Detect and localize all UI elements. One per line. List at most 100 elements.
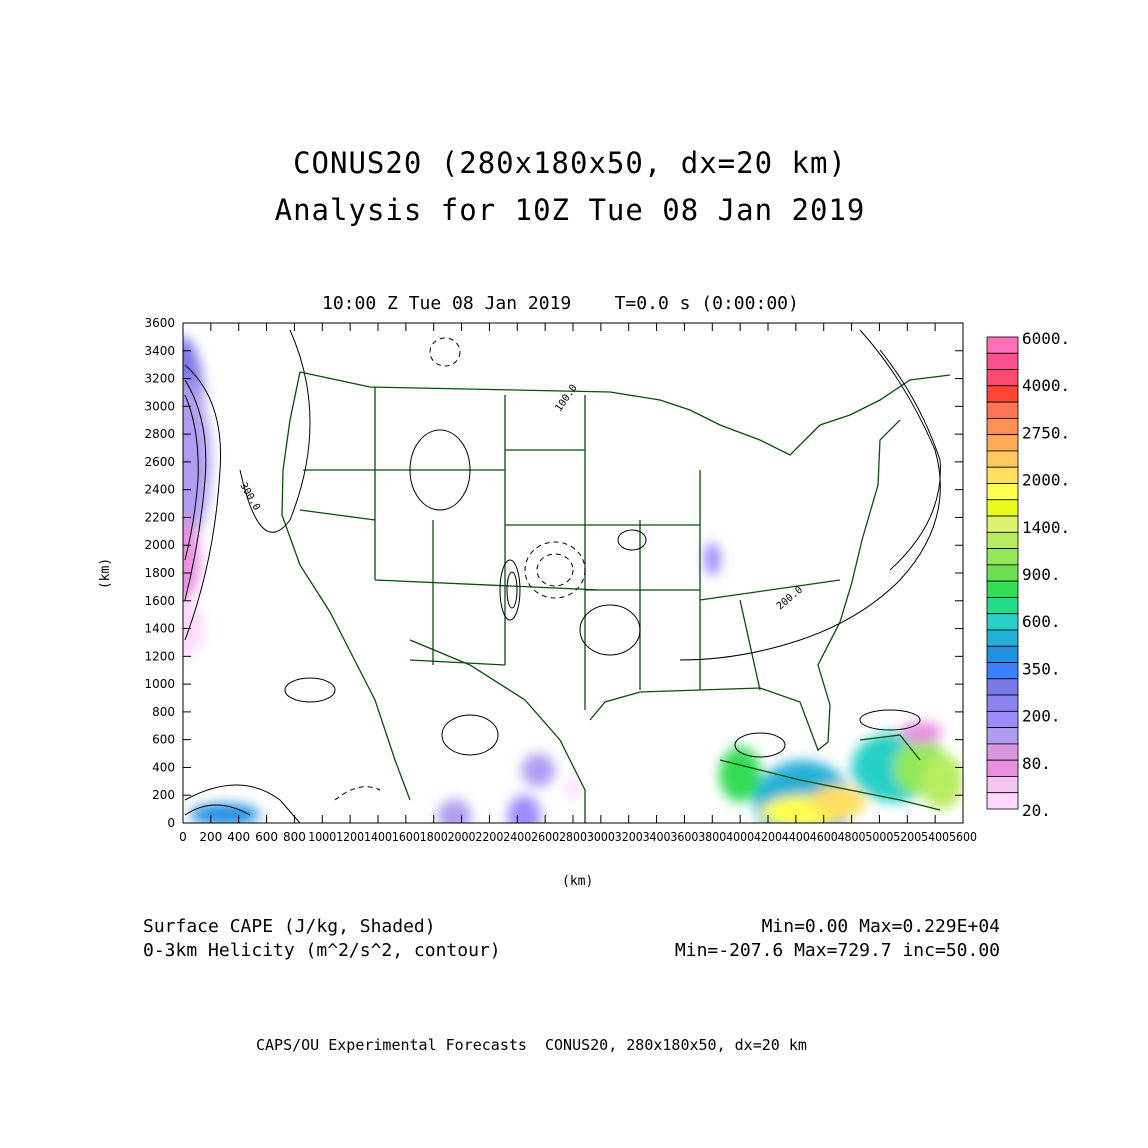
x-tick-label: 2400 (503, 830, 531, 844)
y-tick-label: 2200 (144, 510, 175, 524)
x-tick-label: 400 (227, 830, 250, 844)
x-tick-label: 3400 (643, 830, 671, 844)
field1-stats: Min=0.00 Max=0.229E+04 (761, 916, 1000, 937)
colorbar-label: 4000. (1022, 376, 1070, 395)
colorbar-label: 2000. (1022, 471, 1070, 490)
colorbar-label: 350. (1022, 659, 1061, 678)
field2-stats: Min=-207.6 Max=729.7 inc=50.00 (674, 940, 1000, 961)
colorbar-swatch (986, 743, 1019, 761)
cape-region (900, 721, 943, 744)
cape-region (703, 542, 721, 576)
colorbar-swatch (986, 759, 1019, 777)
colorbar-swatch (986, 792, 1019, 810)
y-tick-label: 2400 (144, 483, 175, 497)
colorbar-label: 1400. (1022, 518, 1070, 537)
x-axis-label: (km) (562, 874, 594, 889)
colorbar-swatch (986, 417, 1019, 436)
colorbar-swatch (986, 629, 1019, 647)
contour-label: 300.0 (237, 481, 262, 513)
y-tick-label: 1400 (144, 622, 175, 636)
plot-time: 10:00 Z Tue 08 Jan 2019 T=0.0 s (0:00:00… (322, 293, 799, 314)
y-tick-label: 3200 (144, 372, 175, 386)
x-tick-label: 600 (255, 830, 278, 844)
x-tick-label: 4200 (754, 830, 782, 844)
x-tick-label: 4000 (726, 830, 754, 844)
colorbar: 6000. 4000. 2750. 2000. 1400. 900. 600. 350. 200… (986, 329, 1070, 820)
y-tick-label: 200 (152, 788, 175, 802)
colorbar-swatch (986, 352, 1019, 370)
title-line-1: CONUS20 (280x180x50, dx=20 km) (293, 146, 847, 180)
colorbar-swatch (986, 531, 1019, 549)
colorbar-swatch (986, 483, 1019, 501)
cape-region (921, 753, 963, 810)
cape-region (719, 746, 762, 803)
x-tick-label: 1800 (420, 830, 448, 844)
x-tick-label: 3200 (615, 830, 643, 844)
colorbar-swatch (986, 499, 1019, 517)
colorbar-label: 600. (1022, 612, 1061, 631)
x-tick-label: 2200 (475, 830, 503, 844)
y-tick-label: 2000 (144, 538, 175, 552)
colorbar-label: 20. (1022, 801, 1051, 820)
colorbar-label: 2750. (1022, 423, 1070, 442)
x-tick-label: 1200 (336, 830, 364, 844)
y-tick-label: 2600 (144, 455, 175, 469)
x-tick-label: 1400 (364, 830, 392, 844)
contour-label: 100.0 (553, 383, 579, 414)
y-tick-label: 0 (167, 816, 175, 830)
y-tick-label: 1600 (144, 594, 175, 608)
colorbar-swatch (986, 645, 1019, 663)
cape-region (183, 378, 211, 546)
colorbar-swatch (986, 515, 1019, 533)
y-tick-label: 3600 (144, 316, 175, 330)
colorbar-swatch (986, 727, 1019, 745)
cape-region (189, 803, 260, 823)
x-tick-label: 200 (199, 830, 222, 844)
x-tick-label: 5200 (893, 830, 921, 844)
x-tick-label: 5400 (921, 830, 949, 844)
colorbar-swatch (986, 548, 1019, 566)
x-tick-label: 3000 (587, 830, 615, 844)
y-tick-label: 3400 (144, 344, 175, 358)
x-tick-label: 3800 (698, 830, 726, 844)
colorbar-swatch (986, 336, 1019, 354)
cape-region (566, 777, 580, 800)
y-axis-label: (km) (98, 557, 114, 590)
colorbar-swatch (986, 385, 1019, 403)
x-tick-label: 1000 (308, 830, 336, 844)
colorbar-label: 6000. (1022, 329, 1070, 348)
y-tick-label: 800 (152, 705, 175, 719)
x-tick-label: 4400 (782, 830, 810, 844)
colorbar-swatch (986, 580, 1019, 598)
x-tick-label: 4800 (838, 830, 866, 844)
colorbar-swatch (986, 776, 1019, 794)
cape-region (183, 517, 200, 601)
colorbar-swatch (986, 710, 1019, 729)
cape-shading (183, 336, 963, 823)
helicity-contours (184, 329, 941, 823)
colorbar-swatch (986, 694, 1019, 712)
colorbar-swatch (986, 466, 1019, 484)
y-tick-label: 400 (152, 760, 175, 774)
x-tick-label: 5000 (865, 830, 893, 844)
x-tick-label: 1600 (392, 830, 420, 844)
x-tick-label: 0 (179, 830, 187, 844)
colorbar-swatch (986, 613, 1019, 631)
cape-region (183, 600, 204, 657)
field2-label: 0-3km Helicity (m^2/s^2, contour) (143, 940, 501, 961)
colorbar-label: 900. (1022, 565, 1061, 584)
field1-label: Surface CAPE (J/kg, Shaded) (143, 916, 436, 937)
x-tick-label: 2800 (559, 830, 587, 844)
y-tick-label: 3000 (144, 399, 175, 413)
y-tick-label: 1800 (144, 566, 175, 580)
cape-region (437, 799, 472, 823)
cape-region (507, 795, 541, 823)
colorbar-swatch (986, 678, 1019, 696)
colorbar-swatch (986, 662, 1019, 680)
colorbar-swatch (986, 401, 1019, 419)
x-tick-label: 3600 (670, 830, 698, 844)
colorbar-swatch (986, 564, 1019, 582)
negative-helicity-contours (334, 337, 586, 801)
x-tick-label: 5600 (949, 830, 977, 844)
